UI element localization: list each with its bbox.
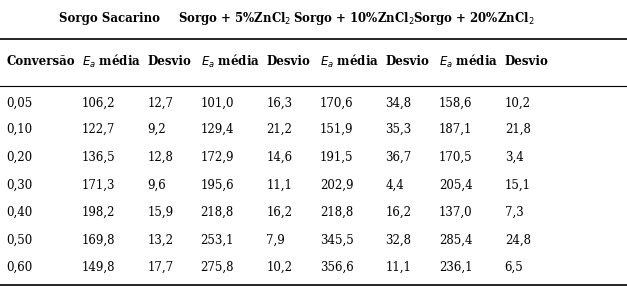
Text: Sorgo + 5%ZnCl$_2$: Sorgo + 5%ZnCl$_2$ xyxy=(179,10,292,27)
Text: 0,30: 0,30 xyxy=(6,178,33,191)
Text: Conversão: Conversão xyxy=(6,55,75,68)
Text: Desvio: Desvio xyxy=(147,55,191,68)
Text: 236,1: 236,1 xyxy=(439,261,472,274)
Text: 0,10: 0,10 xyxy=(6,123,33,136)
Text: $\mathit{E_a}$ média: $\mathit{E_a}$ média xyxy=(82,53,140,70)
Text: 345,5: 345,5 xyxy=(320,234,354,246)
Text: 6,5: 6,5 xyxy=(505,261,524,274)
Text: 32,8: 32,8 xyxy=(386,234,411,246)
Text: $\mathit{E_a}$ média: $\mathit{E_a}$ média xyxy=(320,53,379,70)
Text: 253,1: 253,1 xyxy=(201,234,234,246)
Text: 11,1: 11,1 xyxy=(266,178,292,191)
Text: 0,60: 0,60 xyxy=(6,261,33,274)
Text: 195,6: 195,6 xyxy=(201,178,234,191)
Text: 13,2: 13,2 xyxy=(147,234,173,246)
Text: 285,4: 285,4 xyxy=(439,234,472,246)
Text: 7,9: 7,9 xyxy=(266,234,285,246)
Text: 137,0: 137,0 xyxy=(439,206,473,219)
Text: 11,1: 11,1 xyxy=(386,261,411,274)
Text: Desvio: Desvio xyxy=(505,55,549,68)
Text: 198,2: 198,2 xyxy=(82,206,115,219)
Text: Sorgo + 10%ZnCl$_2$: Sorgo + 10%ZnCl$_2$ xyxy=(293,10,415,27)
Text: Sorgo Sacarino: Sorgo Sacarino xyxy=(59,13,161,25)
Text: 149,8: 149,8 xyxy=(82,261,115,274)
Text: $\mathit{E_a}$ média: $\mathit{E_a}$ média xyxy=(201,53,260,70)
Text: 36,7: 36,7 xyxy=(386,151,412,164)
Text: 356,6: 356,6 xyxy=(320,261,354,274)
Text: 12,8: 12,8 xyxy=(147,151,173,164)
Text: 106,2: 106,2 xyxy=(82,97,115,110)
Text: 187,1: 187,1 xyxy=(439,123,472,136)
Text: 172,9: 172,9 xyxy=(201,151,234,164)
Text: 21,2: 21,2 xyxy=(266,123,292,136)
Text: Desvio: Desvio xyxy=(386,55,429,68)
Text: 24,8: 24,8 xyxy=(505,234,530,246)
Text: 136,5: 136,5 xyxy=(82,151,115,164)
Text: 0,20: 0,20 xyxy=(6,151,33,164)
Text: 7,3: 7,3 xyxy=(505,206,524,219)
Text: 151,9: 151,9 xyxy=(320,123,353,136)
Text: 15,9: 15,9 xyxy=(147,206,174,219)
Text: 21,8: 21,8 xyxy=(505,123,530,136)
Text: 218,8: 218,8 xyxy=(201,206,234,219)
Text: 170,6: 170,6 xyxy=(320,97,354,110)
Text: 0,50: 0,50 xyxy=(6,234,33,246)
Text: 16,3: 16,3 xyxy=(266,97,293,110)
Text: 218,8: 218,8 xyxy=(320,206,353,219)
Text: Sorgo + 20%ZnCl$_2$: Sorgo + 20%ZnCl$_2$ xyxy=(413,10,534,27)
Text: 205,4: 205,4 xyxy=(439,178,473,191)
Text: 34,8: 34,8 xyxy=(386,97,412,110)
Text: 170,5: 170,5 xyxy=(439,151,473,164)
Text: 171,3: 171,3 xyxy=(82,178,115,191)
Text: 17,7: 17,7 xyxy=(147,261,174,274)
Text: 0,05: 0,05 xyxy=(6,97,33,110)
Text: 3,4: 3,4 xyxy=(505,151,524,164)
Text: 202,9: 202,9 xyxy=(320,178,353,191)
Text: 12,7: 12,7 xyxy=(147,97,173,110)
Text: 10,2: 10,2 xyxy=(505,97,530,110)
Text: 0,40: 0,40 xyxy=(6,206,33,219)
Text: 122,7: 122,7 xyxy=(82,123,115,136)
Text: $\mathit{E_a}$ média: $\mathit{E_a}$ média xyxy=(439,53,498,70)
Text: 275,8: 275,8 xyxy=(201,261,234,274)
Text: 191,5: 191,5 xyxy=(320,151,353,164)
Text: Desvio: Desvio xyxy=(266,55,310,68)
Text: 4,4: 4,4 xyxy=(386,178,404,191)
Text: 15,1: 15,1 xyxy=(505,178,530,191)
Text: 14,6: 14,6 xyxy=(266,151,293,164)
Text: 9,6: 9,6 xyxy=(147,178,166,191)
Text: 9,2: 9,2 xyxy=(147,123,166,136)
Text: 16,2: 16,2 xyxy=(266,206,292,219)
Text: 158,6: 158,6 xyxy=(439,97,472,110)
Text: 129,4: 129,4 xyxy=(201,123,234,136)
Text: 16,2: 16,2 xyxy=(386,206,411,219)
Text: 169,8: 169,8 xyxy=(82,234,115,246)
Text: 101,0: 101,0 xyxy=(201,97,234,110)
Text: 35,3: 35,3 xyxy=(386,123,412,136)
Text: 10,2: 10,2 xyxy=(266,261,292,274)
